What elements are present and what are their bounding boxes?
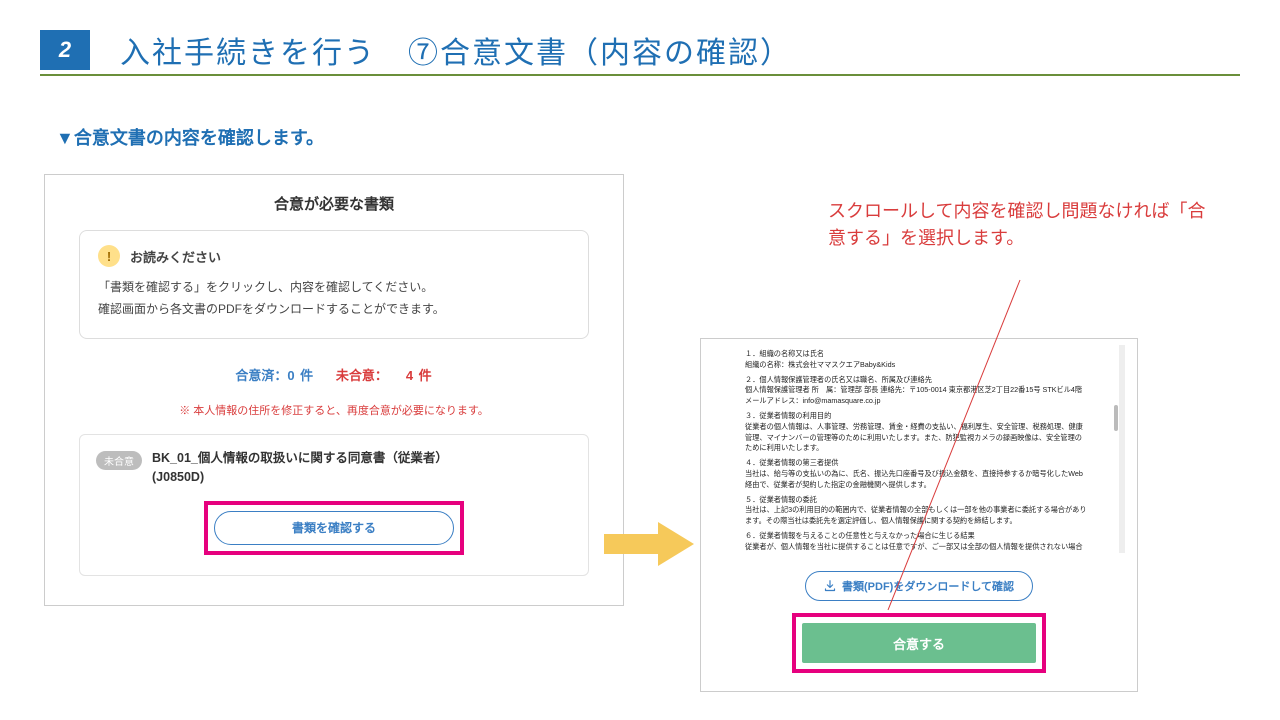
document-name: BK_01_個人情報の取扱いに関する同意書（従業者） (J0850D) bbox=[152, 449, 448, 487]
count-done-value: 0 件 bbox=[287, 368, 314, 383]
download-pdf-button[interactable]: 書類(PDF)をダウンロードして確認 bbox=[805, 571, 1033, 601]
document-name-line2: (J0850D) bbox=[152, 468, 448, 487]
screenshot-right: １．組織の名称又は氏名組織の名称：株式会社ママスクエアBaby&Kids２．個人… bbox=[700, 338, 1138, 692]
highlight-box-check: 書類を確認する bbox=[204, 501, 464, 555]
document-card: 未合意 BK_01_個人情報の取扱いに関する同意書（従業者） (J0850D) … bbox=[79, 434, 589, 576]
subheading: ▼合意文書の内容を確認します。 bbox=[56, 124, 324, 150]
warning-icon bbox=[98, 245, 120, 267]
document-scroll-area[interactable]: １．組織の名称又は氏名組織の名称：株式会社ママスクエアBaby&Kids２．個人… bbox=[713, 345, 1125, 553]
footnote: ※ 本人情報の住所を修正すると、再度合意が必要になります。 bbox=[45, 402, 623, 418]
notice-line-1: 「書類を確認する」をクリックし、内容を確認してください。 bbox=[98, 277, 570, 299]
document-card-header: 未合意 BK_01_個人情報の取扱いに関する同意書（従業者） (J0850D) bbox=[96, 449, 572, 487]
callout-text: スクロールして内容を確認し問題なければ「合意する」を選択します。 bbox=[828, 198, 1208, 252]
notice-heading-text: お読みください bbox=[130, 247, 221, 266]
status-pill: 未合意 bbox=[96, 451, 142, 470]
page-title: 入社手続きを行う ⑦合意文書（内容の確認） bbox=[120, 28, 792, 72]
document-content: １．組織の名称又は氏名組織の名称：株式会社ママスクエアBaby&Kids２．個人… bbox=[739, 345, 1093, 553]
agree-button[interactable]: 合意する bbox=[802, 623, 1036, 663]
arrow-icon bbox=[604, 520, 694, 568]
screenshot-left: 合意が必要な書類 お読みください 「書類を確認する」をクリックし、内容を確認して… bbox=[44, 174, 624, 606]
header-rule bbox=[40, 74, 1240, 76]
check-document-button[interactable]: 書類を確認する bbox=[214, 511, 454, 545]
notice-box: お読みください 「書類を確認する」をクリックし、内容を確認してください。 確認画… bbox=[79, 230, 589, 339]
count-pending-label: 未合意： bbox=[336, 368, 388, 383]
download-icon bbox=[824, 580, 836, 592]
scrollbar-thumb[interactable] bbox=[1114, 405, 1118, 431]
highlight-box-agree: 合意する bbox=[792, 613, 1046, 673]
header: 2 入社手続きを行う ⑦合意文書（内容の確認） bbox=[40, 28, 1240, 72]
download-pdf-label: 書類(PDF)をダウンロードして確認 bbox=[842, 578, 1014, 594]
notice-heading: お読みください bbox=[98, 245, 570, 267]
agreement-counts: 合意済：0 件 未合意： 4 件 bbox=[45, 365, 623, 384]
section-number-badge: 2 bbox=[40, 30, 90, 70]
document-name-line1: BK_01_個人情報の取扱いに関する同意書（従業者） bbox=[152, 449, 448, 468]
notice-line-2: 確認画面から各文書のPDFをダウンロードすることができます。 bbox=[98, 299, 570, 321]
slide: 2 入社手続きを行う ⑦合意文書（内容の確認） ▼合意文書の内容を確認します。 … bbox=[0, 0, 1280, 720]
left-panel-title: 合意が必要な書類 bbox=[45, 193, 623, 214]
count-pending-value: 4 件 bbox=[406, 368, 433, 383]
count-done-label: 合意済： bbox=[235, 368, 287, 383]
